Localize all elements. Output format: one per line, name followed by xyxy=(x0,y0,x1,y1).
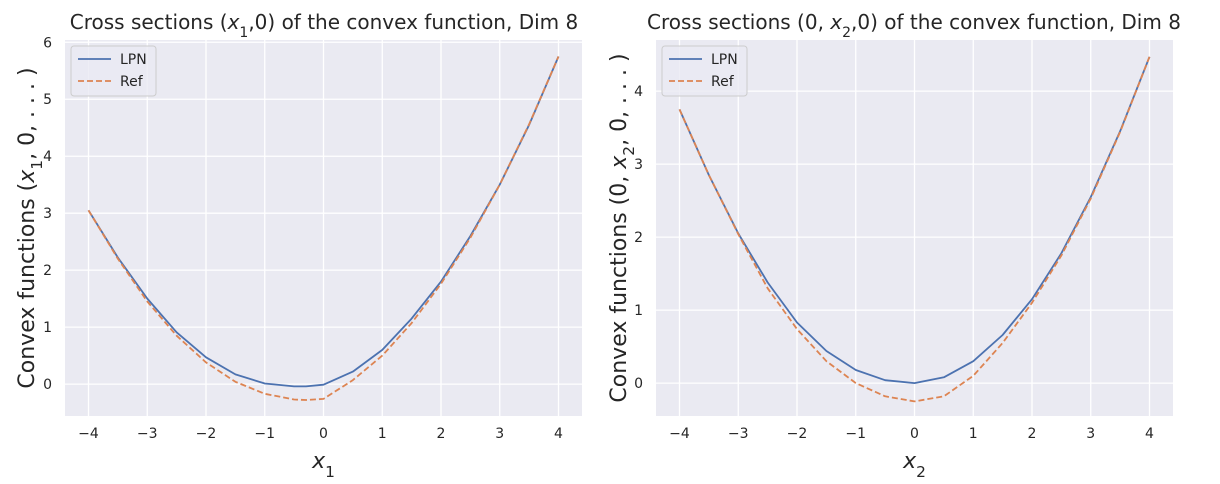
x-tick-label: 1 xyxy=(969,426,978,442)
x-tick-label: −1 xyxy=(254,426,275,442)
x-tick-label: −3 xyxy=(728,426,749,442)
legend-label-lpn: LPN xyxy=(711,52,738,68)
x-tick-label: 2 xyxy=(1028,426,1037,442)
y-axis-label: Convex functions (x1, 0, . . . ) xyxy=(15,67,46,388)
y-tick-label: 4 xyxy=(43,149,52,165)
x-tick-label: −2 xyxy=(196,426,217,442)
y-tick-label: 1 xyxy=(634,303,643,319)
x-tick-label: 4 xyxy=(1145,426,1154,442)
y-axis-label: Convex functions (0, x2, 0, . . . ) xyxy=(607,53,638,402)
chart-panel-2: −4 −3 −2 −1 0 1 2 3 4 0 1 2 3 4 Cross sections (0, x2… xyxy=(607,10,1181,481)
x-tick-label: 3 xyxy=(495,426,504,442)
x-tick-label: −4 xyxy=(669,426,690,442)
y-tick-label: 2 xyxy=(634,230,643,246)
x-tick-label: −2 xyxy=(787,426,808,442)
y-tick-label: 5 xyxy=(43,92,52,108)
x-tick-label: 4 xyxy=(554,426,563,442)
x-axis-label: x1 xyxy=(311,449,335,481)
series-lines xyxy=(87,56,560,401)
chart-title: Cross sections (x1,0) of the convex func… xyxy=(70,10,578,41)
y-tick-label: 1 xyxy=(43,320,52,336)
x-tick-label: 0 xyxy=(319,426,328,442)
y-tick-label: 3 xyxy=(634,157,643,173)
y-tick-label: 0 xyxy=(43,377,52,393)
x-tick-label: −3 xyxy=(137,426,158,442)
y-tick-label: 3 xyxy=(43,206,52,222)
x-tick-label: −4 xyxy=(78,426,99,442)
x-tick-label: 1 xyxy=(378,426,387,442)
y-tick-label: 2 xyxy=(43,263,52,279)
legend-label-ref: Ref xyxy=(120,74,144,90)
legend: LPN Ref xyxy=(661,45,748,97)
tick-labels: −4 −3 −2 −1 0 1 2 3 4 0 1 2 3 4 xyxy=(634,84,1154,442)
x-tick-label: 3 xyxy=(1086,426,1095,442)
x-axis-label: x2 xyxy=(902,449,926,481)
legend-label-lpn: LPN xyxy=(120,52,147,68)
y-tick-label: 0 xyxy=(634,376,643,392)
chart-title: Cross sections (0, x2,0) of the convex f… xyxy=(647,10,1181,41)
series-line-ref xyxy=(87,56,560,401)
chart-panel-1: −4 −3 −2 −1 0 1 2 3 4 0 1 2 3 4 5 6 Cross sections (x1,… xyxy=(15,10,582,481)
legend-label-ref: Ref xyxy=(711,74,735,90)
series-lines xyxy=(678,56,1151,403)
legend: LPN Ref xyxy=(70,45,157,97)
y-tick-label: 6 xyxy=(43,35,52,51)
x-tick-label: −1 xyxy=(845,426,866,442)
tick-labels: −4 −3 −2 −1 0 1 2 3 4 0 1 2 3 4 5 6 xyxy=(43,35,563,442)
series-line-ref xyxy=(678,56,1151,403)
x-tick-label: 2 xyxy=(437,426,446,442)
x-tick-label: 0 xyxy=(910,426,919,442)
y-tick-label: 4 xyxy=(634,84,643,100)
grid xyxy=(656,40,1173,416)
